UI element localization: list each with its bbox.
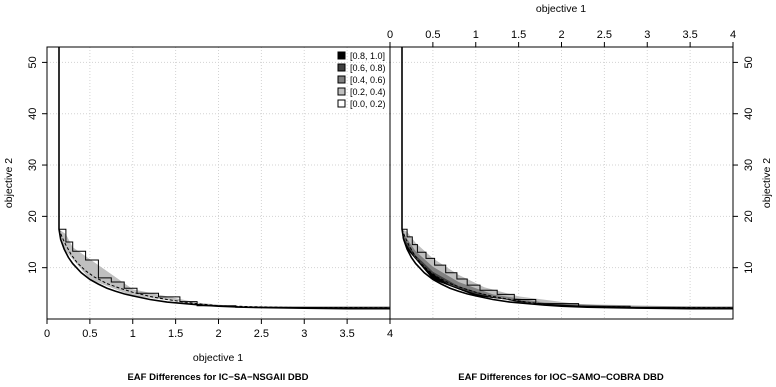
x-tick-label: 3.5 <box>339 328 354 340</box>
y-tick-label: 30 <box>27 159 39 171</box>
right-curves <box>401 47 734 310</box>
x-tick-label: 4 <box>387 328 393 340</box>
x-tick-label: 3.5 <box>682 29 697 41</box>
legend-label: [0.4, 0.6) <box>350 75 386 85</box>
y-tick-label: 40 <box>743 108 755 120</box>
right-shaded-regions <box>402 229 733 309</box>
eaf-region <box>59 229 390 309</box>
x-tick-label: 1.5 <box>511 29 526 41</box>
left-panel: 0 0.5 1 1.5 2 2.5 3 3.5 4 10 20 30 40 50 objective 1… <box>3 46 393 383</box>
x-tick-label: 1 <box>473 29 479 41</box>
y-tick-label: 20 <box>743 210 755 222</box>
x-tick-label: 2.5 <box>254 328 269 340</box>
step-attainment-curve <box>402 228 733 308</box>
legend-item: [0.6, 0.8) <box>337 63 386 73</box>
y-tick-label: 50 <box>743 56 755 68</box>
dashed-attainment-curve <box>58 229 391 309</box>
left-x-axis-title: objective 1 <box>193 352 243 364</box>
x-tick-label: 0 <box>387 29 393 41</box>
right-grid <box>390 47 733 319</box>
legend-item: [0.2, 0.4) <box>337 87 386 97</box>
x-tick-label: 1 <box>130 328 136 340</box>
eaf-region <box>402 231 733 309</box>
dashed-attainment-curve <box>401 229 734 309</box>
right-panel: 0 0.5 1 1.5 2 2.5 3 3.5 4 10 20 30 40 50 objective 1… <box>387 3 773 383</box>
right-panel-caption: EAF Differences for IOC−SAMO−COBRA DBD <box>458 372 664 383</box>
y-tick-label: 40 <box>27 108 39 120</box>
right-x-axis-title: objective 1 <box>536 3 586 15</box>
x-tick-label: 0.5 <box>82 328 97 340</box>
right-x-axis: 0 0.5 1 1.5 2 2.5 3 3.5 4 <box>387 29 736 48</box>
left-y-axis-title: objective 2 <box>3 158 15 208</box>
legend-swatch <box>337 75 346 84</box>
left-shaded-regions <box>59 229 390 309</box>
y-tick-label: 30 <box>743 159 755 171</box>
y-tick-label: 50 <box>27 56 39 68</box>
x-tick-label: 1.5 <box>168 328 183 340</box>
x-tick-label: 2 <box>215 328 221 340</box>
step-attainment-curve <box>59 228 390 308</box>
x-tick-label: 3 <box>644 29 650 41</box>
x-tick-label: 0 <box>44 328 50 340</box>
x-tick-label: 2.5 <box>597 29 612 41</box>
right-y-axis-title: objective 2 <box>761 158 773 208</box>
left-x-axis: 0 0.5 1 1.5 2 2.5 3 3.5 4 <box>44 318 393 340</box>
legend-swatch <box>337 63 346 72</box>
y-tick-label: 20 <box>27 210 39 222</box>
legend-label: [0.6, 0.8) <box>350 63 386 73</box>
legend-item: [0.8, 1.0] <box>337 51 385 61</box>
frontier-curve <box>401 47 733 310</box>
x-tick-label: 2 <box>558 29 564 41</box>
legend-swatch <box>337 99 346 108</box>
legend-item: [0.0, 0.2) <box>337 99 386 109</box>
x-tick-label: 3 <box>301 328 307 340</box>
y-tick-label: 10 <box>27 262 39 274</box>
left-curves <box>58 47 391 310</box>
legend-swatch <box>337 51 346 60</box>
frontier-curve <box>58 47 390 310</box>
legend: [0.8, 1.0] [0.6, 0.8) [0.4, 0.6) [0.2, 0… <box>337 51 386 109</box>
legend-label: [0.8, 1.0] <box>350 51 385 61</box>
legend-item: [0.4, 0.6) <box>337 75 386 85</box>
left-grid <box>47 47 390 319</box>
y-tick-label: 10 <box>743 262 755 274</box>
x-tick-label: 0.5 <box>425 29 440 41</box>
right-y-axis: 10 20 30 40 50 <box>732 56 755 274</box>
eaf-region <box>402 229 733 309</box>
legend-swatch <box>337 87 346 96</box>
left-panel-caption: EAF Differences for IC−SA−NSGAII DBD <box>127 372 308 383</box>
x-tick-label: 4 <box>730 29 736 41</box>
left-y-axis: 10 20 30 40 50 <box>27 56 48 274</box>
legend-label: [0.2, 0.4) <box>350 87 386 97</box>
legend-label: [0.0, 0.2) <box>350 99 386 109</box>
